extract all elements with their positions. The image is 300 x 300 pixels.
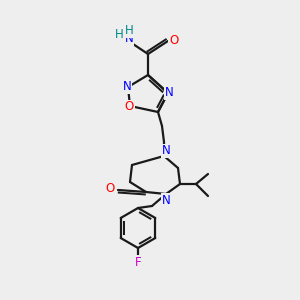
Text: O: O	[105, 182, 115, 196]
Text: O: O	[124, 100, 134, 113]
Text: N: N	[165, 86, 173, 100]
Text: H: H	[115, 28, 123, 40]
Text: N: N	[162, 194, 170, 206]
Text: N: N	[162, 145, 170, 158]
Text: N: N	[124, 32, 134, 46]
Text: F: F	[135, 256, 141, 268]
Text: N: N	[123, 80, 131, 94]
Text: H: H	[124, 25, 134, 38]
Text: O: O	[169, 34, 178, 46]
